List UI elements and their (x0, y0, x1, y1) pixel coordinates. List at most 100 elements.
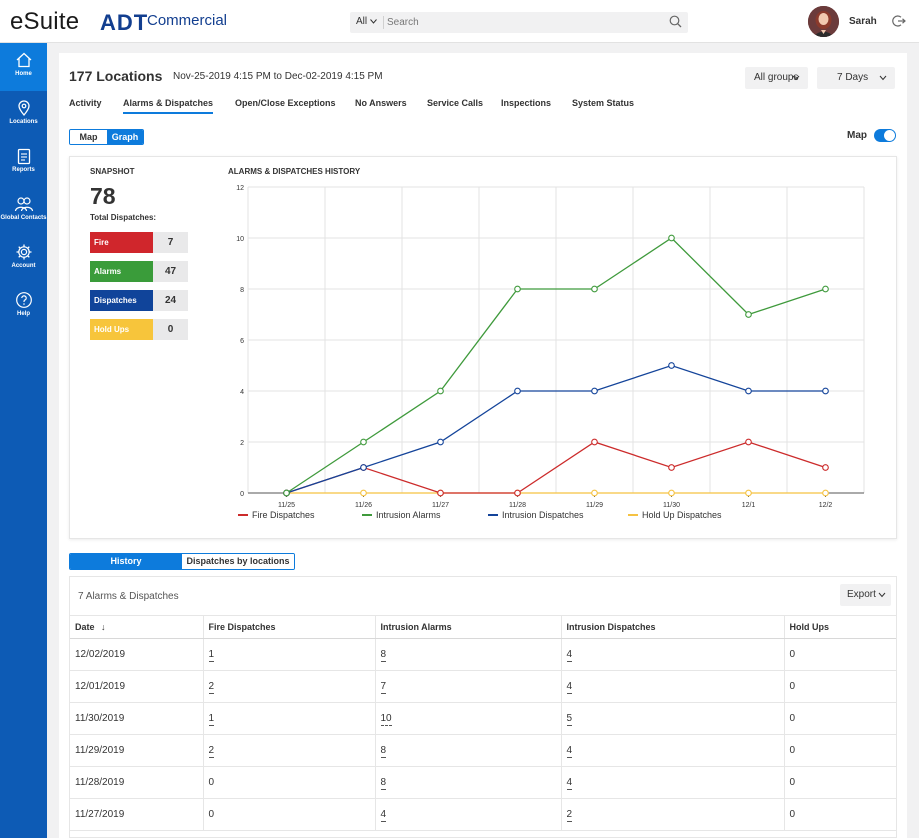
table-cell: 0 (202, 798, 375, 831)
count-link[interactable]: 1 (208, 649, 215, 662)
sidebar-item-reports[interactable]: Reports (0, 139, 47, 187)
groups-select[interactable]: All groups (745, 67, 808, 89)
view-toggle-graph[interactable]: Graph (107, 130, 143, 144)
location-pin-icon (17, 100, 30, 117)
clipboard-icon (17, 148, 30, 165)
table-cell: 4 (560, 766, 784, 799)
avatar[interactable] (808, 6, 839, 37)
y-tick-label: 6 (240, 338, 244, 345)
data-point (437, 438, 444, 446)
tab-alarms-dispatches[interactable]: Alarms & Dispatches (123, 98, 214, 114)
column-header-intrusion-alarms[interactable]: Intrusion Alarms (374, 615, 561, 639)
sidebar-item-locations[interactable]: Locations (0, 91, 47, 139)
data-point (668, 464, 675, 471)
count-link[interactable]: 4 (566, 649, 573, 662)
count-link[interactable]: 5 (566, 713, 573, 726)
table-cell: 0 (783, 638, 896, 671)
view-toggle: Map Graph (69, 129, 144, 145)
snapshot-value: 24 (153, 290, 188, 311)
export-label: Export (847, 589, 876, 600)
tab-system-status[interactable]: System Status (572, 98, 635, 108)
legend-label: Hold Up Dispatches (642, 510, 722, 520)
history-toggle: History Dispatches by locations (69, 553, 295, 570)
count-link[interactable]: 10 (380, 713, 392, 726)
data-point (514, 387, 521, 395)
contacts-icon (14, 197, 33, 212)
data-point (591, 387, 598, 395)
sidebar-item-label: Account (11, 263, 36, 269)
chart-title: ALARMS & DISPATCHES HISTORY (228, 167, 361, 176)
sidebar-item-home[interactable]: Home (0, 43, 47, 91)
search-icon[interactable] (669, 15, 682, 33)
legend-label: Fire Dispatches (252, 510, 315, 520)
table-row: 12/02/2019 1 8 4 0 (70, 638, 896, 671)
main-content: 177 Locations Nov-25-2019 4:15 PM to Dec… (59, 53, 907, 838)
count-link[interactable]: 7 (380, 681, 387, 694)
user-name[interactable]: Sarah (849, 16, 877, 27)
data-point (360, 464, 367, 471)
table-cell: 11/29/2019 (70, 734, 203, 767)
tab-no-answers[interactable]: No Answers (355, 98, 407, 108)
y-tick-label: 8 (240, 287, 244, 294)
history-tab[interactable]: History (70, 554, 182, 569)
table-cell: 8 (374, 734, 561, 767)
tab-activity[interactable]: Activity (69, 98, 102, 108)
count-link[interactable]: 8 (380, 745, 387, 758)
sidebar-item-global-contacts[interactable]: Global Contacts (0, 187, 47, 235)
table-cell: 11/28/2019 (70, 766, 203, 799)
table-cell: 7 (374, 670, 561, 703)
dispatch-panel: SNAPSHOT 78 Total Dispatches: Fire 7 Ala… (69, 156, 897, 539)
table-row: 11/27/2019 0 4 2 0 (70, 798, 896, 831)
column-label: Date (75, 622, 95, 632)
table-cell: 0 (783, 798, 896, 831)
dispatches-by-locations-tab[interactable]: Dispatches by locations (182, 554, 294, 569)
series-line (286, 364, 826, 494)
search-input[interactable] (387, 14, 657, 31)
logout-icon[interactable] (892, 14, 906, 33)
tab-open-close-exceptions[interactable]: Open/Close Exceptions (235, 98, 336, 108)
count-link[interactable]: 8 (380, 649, 387, 662)
export-button[interactable]: Export (840, 584, 891, 606)
x-tick-label: 11/30 (663, 502, 680, 509)
x-tick-label: 12/1 (742, 502, 756, 509)
y-tick-label: 4 (240, 389, 244, 396)
cell-value: 0 (789, 649, 796, 660)
view-toggle-map[interactable]: Map (70, 130, 107, 144)
count-link[interactable]: 1 (208, 713, 215, 726)
snapshot-value: 47 (153, 261, 188, 282)
column-header-hold-ups[interactable]: Hold Ups (783, 615, 896, 639)
count-link[interactable]: 4 (566, 777, 573, 790)
column-header-intrusion-dispatches[interactable]: Intrusion Dispatches (560, 615, 784, 639)
sidebar-item-help[interactable]: Help (0, 283, 47, 331)
table-row: 12/01/2019 2 7 4 0 (70, 670, 896, 703)
brand-logo[interactable]: eSuite (10, 8, 80, 35)
table-cell: 0 (202, 766, 375, 799)
count-link[interactable]: 4 (380, 809, 387, 822)
snapshot-row-dispatches: Dispatches 24 (90, 290, 188, 311)
table-cell: 12/02/2019 (70, 638, 203, 671)
table-header-row: Date ↓ Fire Dispatches Intrusion Alarms … (70, 615, 896, 639)
count-link[interactable]: 4 (566, 745, 573, 758)
series-line (286, 441, 826, 494)
tab-service-calls[interactable]: Service Calls (427, 98, 484, 108)
sidebar: Home Locations Reports Global Contacts A… (0, 43, 47, 838)
search-scope-select[interactable]: All (356, 16, 377, 27)
days-select[interactable]: 7 Days (817, 67, 895, 89)
y-tick-label: 2 (240, 440, 244, 447)
count-link[interactable]: 2 (208, 681, 215, 694)
count-link[interactable]: 4 (566, 681, 573, 694)
sidebar-item-account[interactable]: Account (0, 235, 47, 283)
table-cell: 1 (202, 702, 375, 735)
map-switch[interactable] (874, 129, 896, 142)
count-link[interactable]: 8 (380, 777, 387, 790)
x-tick-label: 11/27 (432, 502, 449, 509)
history-table: Date ↓ Fire Dispatches Intrusion Alarms … (70, 615, 896, 831)
data-point (668, 234, 675, 242)
column-header-fire[interactable]: Fire Dispatches (202, 615, 375, 639)
data-point (591, 489, 598, 497)
column-header-date[interactable]: Date ↓ (70, 615, 203, 639)
count-link[interactable]: 2 (566, 809, 573, 822)
cell-value: 12/01/2019 (75, 681, 126, 692)
count-link[interactable]: 2 (208, 745, 215, 758)
tab-inspections[interactable]: Inspections (501, 98, 552, 108)
